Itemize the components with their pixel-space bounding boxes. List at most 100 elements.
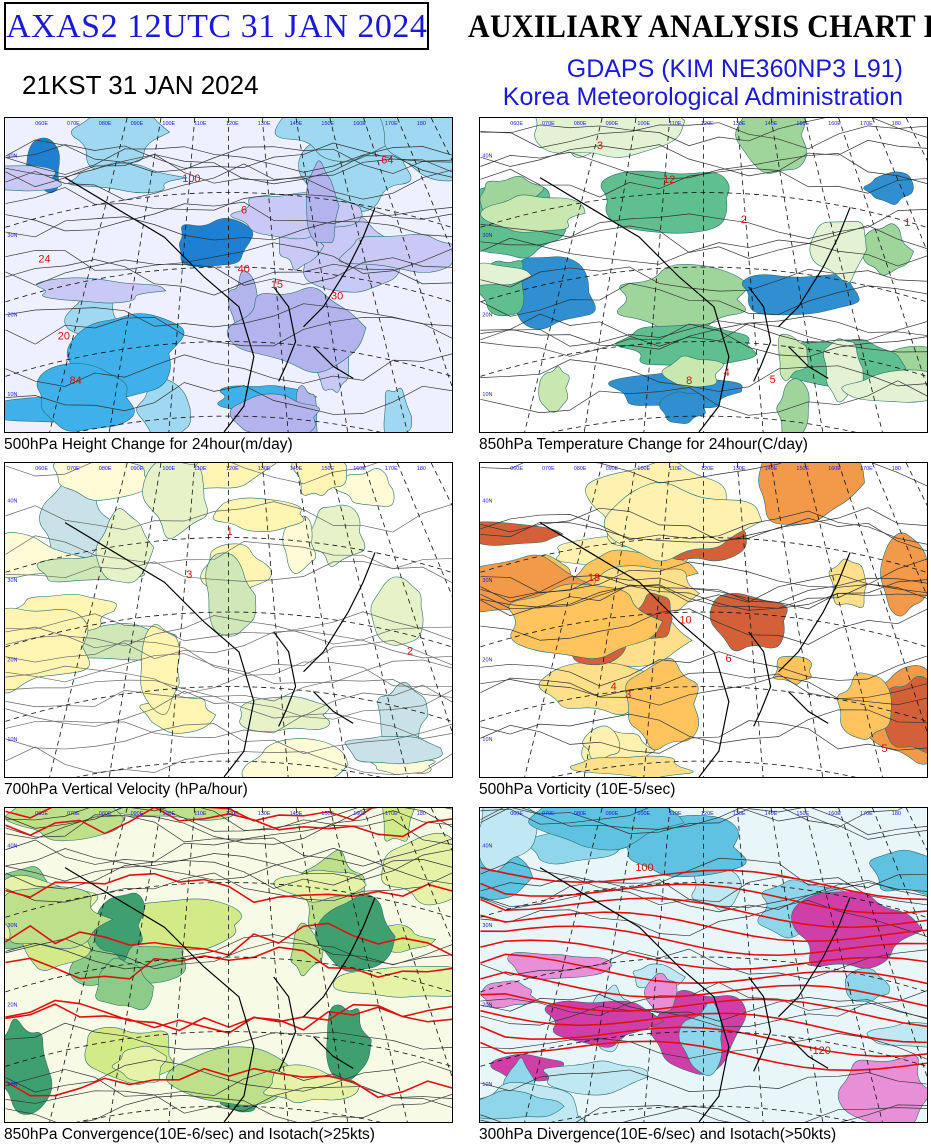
contour-line [5, 1022, 452, 1050]
parallel-line [480, 882, 927, 918]
longitude-label: 160E [828, 466, 841, 472]
longitude-label: 070E [67, 811, 80, 817]
meridian-line [49, 463, 128, 777]
shaded-region [383, 387, 413, 432]
longitude-label: 120E [226, 811, 239, 817]
shaded-region [543, 1060, 649, 1096]
contour-line [480, 808, 927, 840]
contour-line [480, 583, 927, 611]
shaded-region [273, 869, 367, 903]
longitude-label: 130E [258, 121, 271, 127]
map-canvas: 060E 070E 080E 090E 100E 110E 120E 130E 140E 150E… [480, 808, 927, 1122]
longitude-label: 150E [796, 121, 809, 127]
meridian-line [804, 118, 883, 432]
meridian-line [261, 808, 289, 1122]
contour-value-label: 24 [38, 254, 50, 266]
contour-value-label: 1 [904, 217, 910, 229]
latitude-label: 40N [7, 499, 17, 505]
longitude-label: 110E [669, 811, 682, 817]
local-time: 21KST 31 JAN 2024 [22, 70, 259, 100]
contour-value-label: 8 [686, 375, 692, 387]
parallel-line [76, 1105, 381, 1122]
longitude-label: 100E [162, 121, 175, 127]
isotach-line [480, 1009, 927, 1044]
map-panel-2: 060E 070E 080E 090E 100E 110E 120E 130E 140E 150E… [479, 117, 928, 433]
parallel-line [5, 1031, 452, 1067]
contour-value-label: 3 [186, 569, 192, 581]
contour-line [480, 1104, 927, 1122]
shaded-region [480, 1090, 565, 1120]
parallel-line [480, 956, 927, 993]
contour-value-label: 2 [741, 214, 747, 226]
contour-layer [480, 118, 927, 416]
shaded-region [869, 849, 927, 895]
contour-line [5, 316, 452, 347]
parallel-line [480, 686, 927, 722]
shaded-region [741, 274, 860, 316]
longitude-label: 150E [796, 466, 809, 472]
contour-line [480, 857, 927, 888]
meridian-line [736, 118, 764, 432]
chart-title: AUXILIARY ANALYSIS CHART II [468, 8, 931, 45]
contour-line [5, 216, 452, 241]
shaded-region [36, 363, 135, 432]
latitude-label: 40N [482, 154, 492, 160]
meridian-line [49, 118, 128, 432]
longitude-label: 120E [701, 466, 714, 472]
contour-line [5, 611, 452, 642]
contour-value-label: 6 [241, 204, 247, 216]
shaded-region [52, 463, 151, 501]
contour-line [5, 630, 452, 660]
latitude-label: 20N [482, 1003, 492, 1009]
longitude-label: 160E [353, 466, 366, 472]
longitude-label: 140E [765, 466, 778, 472]
shaded-region [332, 966, 452, 998]
contour-line [480, 359, 927, 392]
contour-line [480, 808, 903, 828]
parallel-line [5, 341, 452, 377]
panel-caption-1: 500hPa Height Change for 24hour(m/day) [4, 436, 293, 453]
meridian-line [397, 118, 452, 252]
parallel-line [551, 415, 856, 432]
longitude-label: 180 [417, 121, 426, 127]
contour-line [5, 187, 452, 220]
latitude-label: 30N [482, 923, 492, 929]
contour-line [5, 146, 452, 175]
contour-value-label: 100 [182, 173, 200, 185]
meridian-line [397, 463, 452, 597]
shaded-region [229, 393, 320, 432]
contour-line [5, 561, 452, 584]
isotach-line [5, 999, 452, 1032]
contour-line [480, 167, 927, 198]
contour-line [5, 139, 452, 174]
panel-caption-4: 500hPa Vorticity (10E-5/sec) [479, 781, 676, 798]
longitude-label: 160E [353, 811, 366, 817]
contour-value-label: 5 [770, 374, 776, 386]
contour-line [480, 879, 927, 913]
shaded-region [778, 333, 809, 381]
latitude-label: 20N [7, 313, 17, 319]
panel-caption-3: 700hPa Vertical Velocity (hPa/hour) [4, 781, 248, 798]
panel-caption-5: 850hPa Convergence(10E-6/sec) and Isotac… [4, 1126, 375, 1143]
shading-layer [480, 808, 927, 1122]
longitude-label: 070E [542, 466, 555, 472]
contour-line [5, 501, 452, 533]
latitude-label: 40N [7, 154, 17, 160]
contour-line [480, 266, 927, 292]
longitude-label: 180 [892, 811, 901, 817]
longitude-label: 090E [606, 121, 619, 127]
parallel-line [5, 192, 452, 228]
shaded-region [226, 287, 367, 373]
shaded-region [480, 262, 533, 286]
meridian-line [168, 463, 196, 777]
shaded-region [538, 366, 570, 413]
shaded-region [326, 1004, 372, 1083]
isotach-line [5, 1067, 452, 1099]
shaded-region [758, 463, 865, 525]
longitude-label: 140E [765, 121, 778, 127]
longitude-label: 060E [35, 466, 48, 472]
longitude-label: 130E [733, 811, 746, 817]
parallel-line [480, 266, 927, 303]
shaded-region [344, 736, 443, 765]
contour-value-label: 3 [597, 140, 603, 152]
